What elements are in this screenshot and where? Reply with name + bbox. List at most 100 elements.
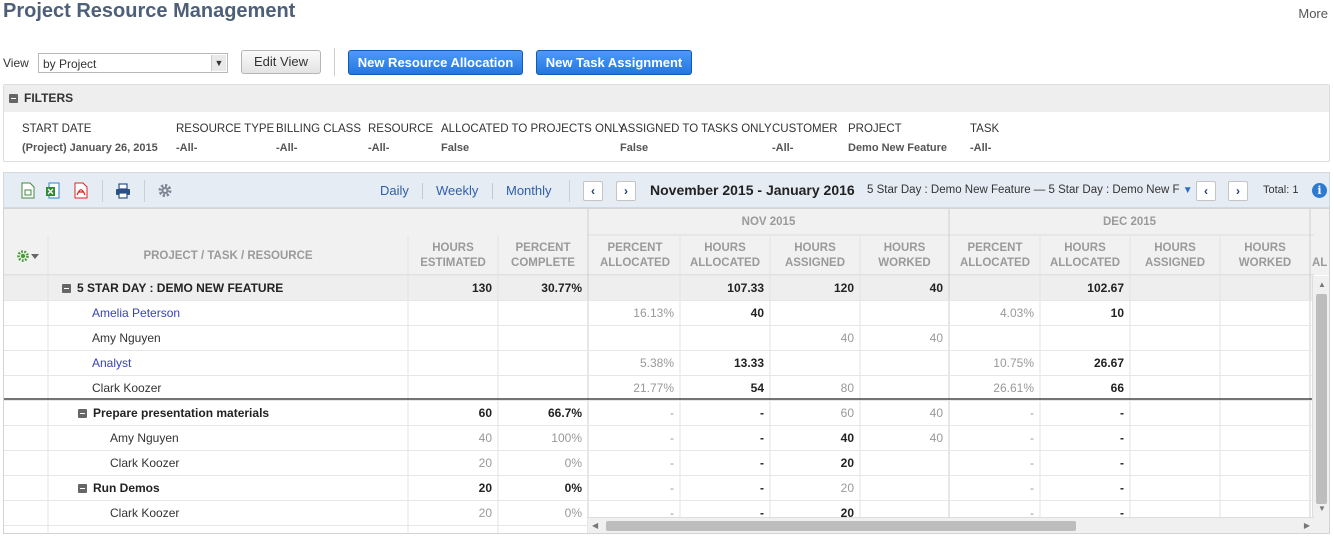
header-hours-estimated[interactable]: HOURS ESTIMATED: [408, 241, 498, 271]
cell-nov-hours-allocated: -: [760, 506, 764, 520]
cell-dec-hours-worked: [1220, 426, 1310, 451]
task-row[interactable]: Run Demos 20 0% - - 20 - -: [4, 476, 1314, 501]
resource-row[interactable]: Analyst 5.38% 13.33 10.75% 26.67: [4, 351, 1314, 376]
header-dec-percent-allocated[interactable]: PERCENT ALLOCATED: [950, 241, 1040, 271]
cell-percent-complete: 100%: [551, 431, 582, 445]
collapse-icon[interactable]: [78, 409, 87, 418]
cell-percent-complete: 0%: [564, 481, 582, 495]
excel-export-icon[interactable]: [46, 182, 60, 199]
resource-row[interactable]: Amelia Peterson 16.13% 40 4.03% 10: [4, 301, 1314, 326]
caret-down-icon: ▼: [1182, 185, 1193, 196]
next-period-button[interactable]: ›: [616, 181, 636, 201]
filter-billing-class[interactable]: BILLING CLASS -All-: [276, 123, 361, 154]
header-project[interactable]: PROJECT / TASK / RESOURCE: [143, 250, 313, 262]
prev-project-button[interactable]: ‹: [1196, 181, 1216, 201]
period-daily[interactable]: Daily: [380, 183, 409, 198]
project-row[interactable]: 5 STAR DAY : DEMO NEW FEATURE 130 30.77% 10…: [4, 276, 1314, 301]
date-range: November 2015 - January 2016: [650, 182, 855, 198]
filter-start-date[interactable]: START DATE (Project) January 26, 2015: [22, 123, 158, 154]
cell-dec-percent-allocated: 26.61%: [993, 381, 1034, 395]
prev-period-button[interactable]: ‹: [583, 181, 603, 201]
collapse-icon[interactable]: [9, 94, 18, 103]
vertical-scrollbar[interactable]: ▲ ▼: [1312, 276, 1329, 533]
cell-percent-complete: [498, 351, 588, 376]
task-row[interactable]: Prepare presentation materials 60 66.7% - - 6…: [4, 401, 1314, 426]
period-divider: [492, 183, 493, 199]
header-dec-hours-allocated[interactable]: HOURS ALLOCATED: [1040, 241, 1130, 271]
cell-nov-hours-allocated: [680, 326, 770, 351]
view-select-value: by Project: [43, 57, 97, 71]
pdf-export-icon[interactable]: [74, 182, 88, 199]
resource-row[interactable]: Amy Nguyen 40 100% - - 40 40 - -: [4, 426, 1314, 451]
cell-dec-hours-worked: [1220, 401, 1310, 426]
cell-nov-hours-allocated: 54: [750, 381, 764, 395]
header-nov-hours-assigned[interactable]: HOURS ASSIGNED: [770, 241, 860, 271]
cell-dec-percent-allocated: -: [1030, 406, 1034, 420]
gear-icon[interactable]: [157, 182, 173, 199]
print-icon[interactable]: [115, 182, 131, 199]
scroll-left-icon[interactable]: ◀: [592, 521, 599, 530]
row-name[interactable]: Run Demos: [78, 476, 160, 501]
cell-hours-estimated: 20: [478, 456, 492, 470]
period-weekly[interactable]: Weekly: [436, 183, 479, 198]
header-dec-hours-worked[interactable]: HOURS WORKED: [1220, 241, 1310, 271]
row-name[interactable]: Prepare presentation materials: [78, 401, 269, 426]
scroll-down-icon[interactable]: ▼: [1318, 504, 1326, 513]
cell-nov-hours-assigned: 60: [840, 406, 854, 420]
header-nov-hours-worked[interactable]: HOURS WORKED: [860, 241, 949, 271]
header-nov-hours-allocated[interactable]: HOURS ALLOCATED: [680, 241, 770, 271]
header-line: HOURS: [1244, 242, 1286, 254]
filter-value: Demo New Feature: [848, 142, 948, 154]
scroll-right-icon[interactable]: ▶: [1303, 521, 1310, 530]
row-name[interactable]: Analyst: [92, 351, 131, 376]
cell-hours-estimated: 130: [471, 281, 492, 295]
toolbar-separator: [102, 180, 103, 202]
filter-allocated-projects-only[interactable]: ALLOCATED TO PROJECTS ONLY False: [441, 123, 625, 154]
filter-project[interactable]: PROJECT Demo New Feature: [848, 123, 947, 154]
resource-row[interactable]: Amy Nguyen 40 40: [4, 326, 1314, 351]
scroll-thumb[interactable]: [606, 521, 1076, 531]
filter-customer[interactable]: CUSTOMER -All-: [772, 123, 838, 154]
resource-row[interactable]: Clark Koozer 20 0% - - 20 - -: [4, 451, 1314, 476]
csv-export-icon[interactable]: [21, 182, 35, 199]
column-settings-icon[interactable]: [16, 249, 42, 263]
next-project-button[interactable]: ›: [1228, 181, 1248, 201]
filter-label: RESOURCE TYPE: [176, 123, 275, 135]
cell-percent-complete: [498, 376, 588, 401]
row-name[interactable]: 5 STAR DAY : DEMO NEW FEATURE: [62, 276, 283, 301]
header-nov-percent-allocated[interactable]: PERCENT ALLOCATED: [590, 241, 680, 271]
filter-resource[interactable]: RESOURCE -All-: [368, 123, 433, 154]
cell-dec-hours-assigned: [1130, 301, 1220, 326]
period-monthly[interactable]: Monthly: [506, 183, 552, 198]
header-line: PERCENT: [515, 242, 571, 254]
filters-header[interactable]: FILTERS: [4, 85, 1329, 112]
cell-nov-hours-assigned: 40: [840, 331, 854, 345]
info-icon[interactable]: i: [1312, 183, 1327, 198]
cell-dec-hours-allocated: -: [1120, 431, 1124, 445]
cell-dec-hours-assigned: [1130, 451, 1220, 476]
filter-resource-type[interactable]: RESOURCE TYPE -All-: [176, 123, 274, 154]
horizontal-scrollbar[interactable]: ◀ ▶: [588, 517, 1314, 533]
collapse-icon[interactable]: [62, 284, 71, 293]
cell-percent-complete: 30.77%: [541, 281, 582, 295]
header-percent-complete[interactable]: PERCENT COMPLETE: [498, 241, 588, 271]
more-link[interactable]: More: [1298, 6, 1328, 21]
cell-percent-complete: [498, 326, 588, 351]
new-task-assignment-button[interactable]: New Task Assignment: [536, 50, 692, 75]
filter-assigned-tasks-only[interactable]: ASSIGNED TO TASKS ONLY False: [620, 123, 772, 154]
collapse-icon[interactable]: [78, 484, 87, 493]
row-name[interactable]: Amelia Peterson: [92, 301, 180, 326]
project-dropdown[interactable]: 5 Star Day : Demo New Feature — 5 Star D…: [867, 184, 1193, 196]
scroll-thumb[interactable]: [1316, 294, 1327, 504]
filter-task[interactable]: TASK -All-: [970, 123, 999, 154]
resource-row[interactable]: Clark Koozer 21.77% 54 80 26.61% 66: [4, 376, 1314, 401]
edit-view-button[interactable]: Edit View: [241, 50, 321, 74]
project-dropdown-value: 5 Star Day : Demo New Feature — 5 Star D…: [867, 184, 1180, 196]
view-select[interactable]: by Project ▼: [38, 53, 228, 73]
month-header-dec: DEC 2015: [1102, 216, 1157, 228]
new-resource-allocation-button[interactable]: New Resource Allocation: [348, 50, 523, 75]
cell-dec-hours-allocated: -: [1120, 481, 1124, 495]
filter-label: TASK: [970, 123, 1000, 135]
scroll-up-icon[interactable]: ▲: [1318, 280, 1326, 289]
header-dec-hours-assigned[interactable]: HOURS ASSIGNED: [1130, 241, 1220, 271]
